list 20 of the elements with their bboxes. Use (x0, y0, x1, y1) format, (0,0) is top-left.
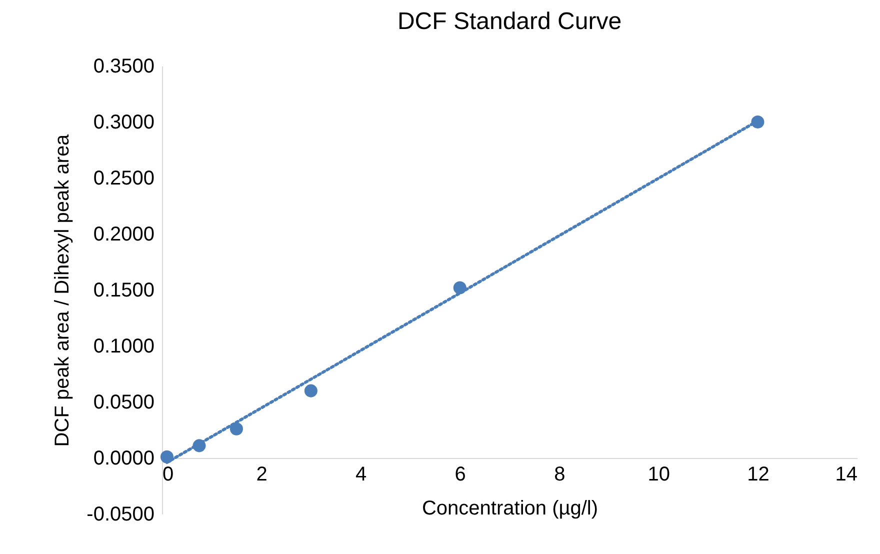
chart-title: DCF Standard Curve (397, 8, 622, 35)
x-tick-label: 2 (256, 464, 268, 486)
y-tick-label: 0.3500 (93, 56, 154, 78)
x-tick-label: 12 (747, 464, 770, 486)
x-tick-label: 4 (356, 464, 367, 486)
y-tick-label: -0.0500 (86, 504, 154, 526)
x-tick-label: 10 (648, 464, 670, 486)
y-tick-label: 0.2500 (93, 168, 154, 190)
x-tick-label: 0 (162, 464, 174, 486)
y-axis-title: DCF peak area / Dihexyl peak area (52, 133, 74, 447)
y-tick-label: 0.0500 (93, 392, 154, 414)
y-tick-label: 0.1000 (93, 336, 154, 358)
y-tick-label: 0.0000 (93, 448, 154, 470)
x-axis-title: Concentration (µg/l) (422, 498, 598, 520)
x-tick-label: 8 (554, 464, 566, 486)
y-tick-label: 0.1500 (93, 280, 154, 302)
x-tick-label: 14 (835, 464, 858, 486)
y-tick-label: 0.3000 (93, 112, 154, 134)
x-tick-label: 6 (454, 464, 466, 486)
y-tick-label: 0.2000 (93, 224, 154, 246)
